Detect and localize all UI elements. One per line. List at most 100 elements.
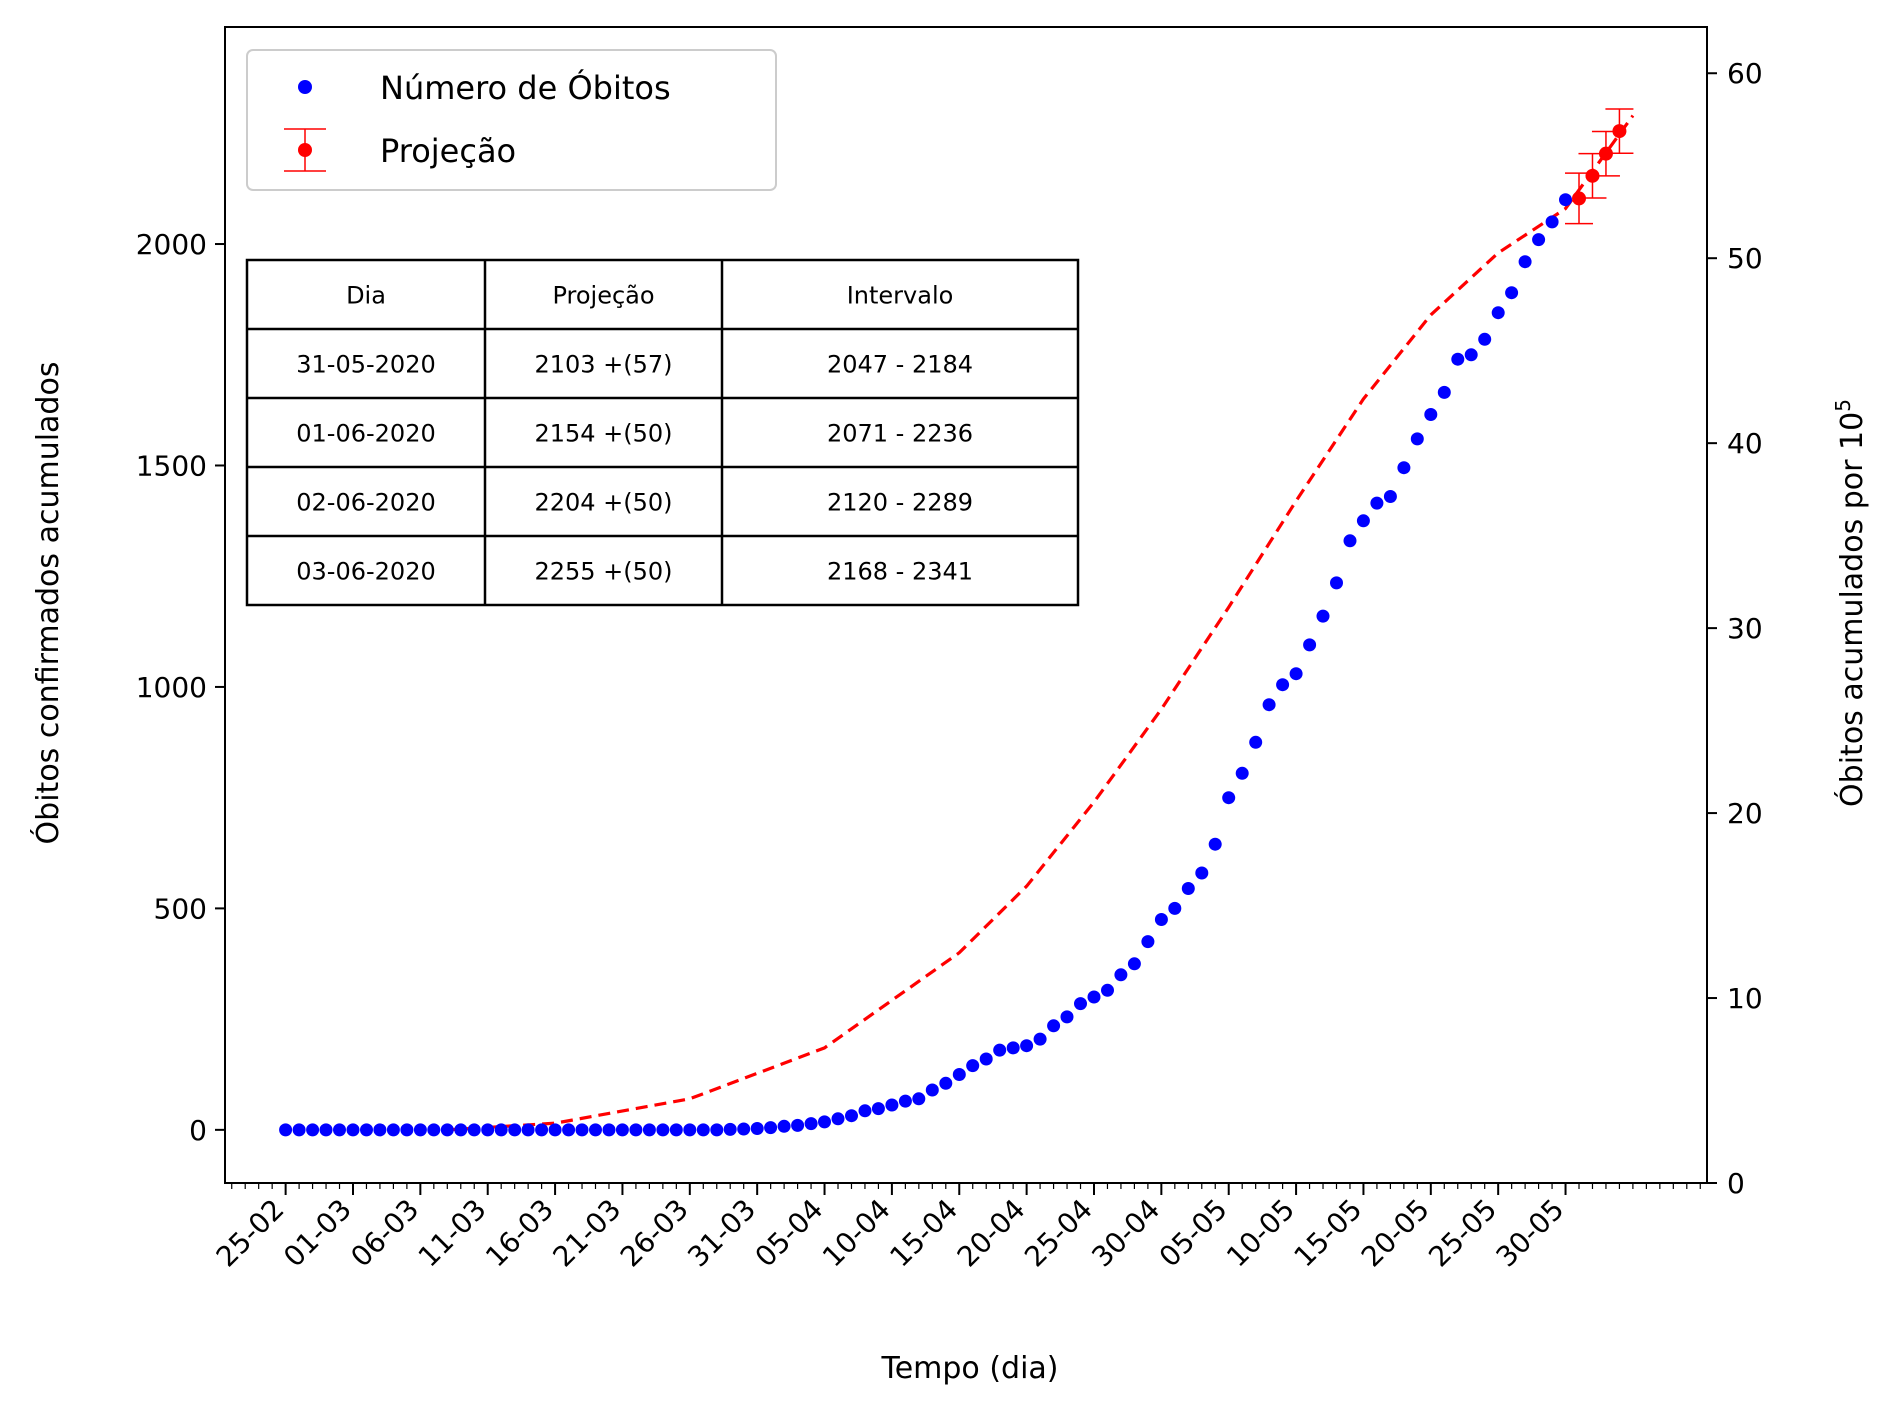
y-tick-label: 2000 [136, 228, 207, 261]
data-point-obitos [1478, 332, 1492, 346]
table-cell: 02-06-2020 [296, 489, 435, 517]
data-point-obitos [737, 1122, 751, 1136]
data-point-obitos [306, 1123, 320, 1137]
table-cell: 2168 - 2341 [827, 558, 973, 586]
data-point-obitos [1127, 957, 1141, 971]
x-axis-label: Tempo (dia) [880, 1351, 1058, 1386]
data-point-obitos [373, 1123, 387, 1137]
data-point-obitos [1464, 348, 1478, 362]
table-header-cell: Projeção [552, 282, 654, 310]
data-point-obitos [683, 1123, 697, 1137]
data-point-obitos [1047, 1019, 1061, 1033]
table-cell: 01-06-2020 [296, 420, 435, 448]
data-point-obitos [1343, 534, 1357, 548]
data-point-obitos [696, 1123, 710, 1137]
data-point-obitos [656, 1123, 670, 1137]
x-tick-label: 16-03 [479, 1193, 560, 1274]
x-tick-label: 21-03 [547, 1193, 628, 1274]
data-point-obitos [858, 1104, 872, 1118]
data-point-obitos [1532, 233, 1546, 247]
data-point-obitos [898, 1094, 912, 1108]
data-point-obitos [952, 1068, 966, 1081]
table-border [245, 258, 1080, 607]
data-point-obitos [386, 1123, 400, 1137]
data-point-obitos [1020, 1039, 1034, 1053]
data-point-obitos [575, 1123, 589, 1137]
table-cell: 2120 - 2289 [827, 489, 973, 517]
data-point-obitos [750, 1122, 764, 1135]
data-point-obitos [467, 1123, 481, 1137]
data-point-obitos [723, 1122, 737, 1136]
data-point-obitos [1276, 678, 1290, 692]
data-point-obitos [1491, 306, 1505, 320]
x-tick-label: 11-03 [412, 1193, 493, 1274]
legend-box [246, 49, 777, 191]
data-point-obitos [1383, 490, 1397, 503]
data-point-obitos [508, 1123, 522, 1137]
data-point-obitos [548, 1123, 562, 1137]
table-cell: 31-05-2020 [296, 351, 435, 379]
data-point-obitos [319, 1123, 333, 1137]
x-tick-label: 15-04 [883, 1193, 964, 1274]
data-point-obitos [589, 1123, 602, 1137]
data-point-obitos [1141, 935, 1155, 949]
data-point-obitos [279, 1123, 293, 1137]
legend: Número de Óbitos Projeção [246, 49, 777, 191]
y-axis-label: Óbitos confirmados acumulados [29, 362, 66, 845]
y-tick-label: 1500 [136, 449, 207, 482]
x-tick-label: 26-03 [614, 1193, 695, 1274]
data-point-obitos [1303, 638, 1317, 652]
data-point-obitos [993, 1043, 1007, 1057]
data-point-obitos [1249, 735, 1263, 749]
table-cell: 2071 - 2236 [827, 420, 973, 448]
x-tick-label: 15-05 [1288, 1193, 1369, 1274]
data-point-obitos [292, 1123, 306, 1137]
data-point-obitos [1181, 882, 1195, 895]
x-tick-label: 30-04 [1085, 1193, 1166, 1274]
data-point-obitos [427, 1123, 441, 1137]
data-point-obitos [1195, 866, 1209, 880]
y-right-tick-label: 60 [1727, 57, 1763, 90]
data-point-obitos [885, 1098, 899, 1112]
data-point-obitos [804, 1117, 818, 1131]
data-point-obitos [966, 1059, 980, 1073]
legend-marker-obitos [298, 80, 312, 94]
table-cell: 2103 +(57) [534, 351, 672, 379]
y-tick-label: 500 [154, 892, 207, 925]
projection-table: Dia Projeção Intervalo 31-05-2020 2103 +(57)… [245, 258, 1080, 607]
table-cell: 2204 +(50) [534, 489, 672, 517]
x-tick-label: 25-05 [1422, 1193, 1503, 1274]
data-point-obitos [1033, 1032, 1047, 1046]
x-tick-label: 20-04 [951, 1193, 1032, 1274]
data-point-obitos [1410, 432, 1424, 446]
data-point-obitos [494, 1123, 508, 1137]
data-point-obitos [1397, 461, 1411, 475]
data-point-obitos [912, 1092, 926, 1106]
data-point-obitos [535, 1123, 549, 1137]
y-tick-label: 0 [189, 1114, 207, 1147]
fit-curve [447, 114, 1635, 1132]
data-point-obitos [1289, 667, 1303, 681]
y-right-tick-label: 50 [1727, 242, 1763, 275]
y-tick-label: 1000 [136, 671, 207, 704]
projection-point [1612, 124, 1627, 139]
legend-label-obitos: Número de Óbitos [380, 68, 671, 107]
data-point-obitos [602, 1123, 616, 1137]
data-point-obitos [1518, 255, 1532, 269]
data-point-obitos [1114, 968, 1128, 982]
data-point-obitos [629, 1123, 643, 1137]
data-point-obitos [1424, 408, 1438, 421]
y-axis-right-label: Óbitos acumulados por 105 [1831, 399, 1870, 807]
data-point-obitos [1505, 286, 1519, 300]
data-point-obitos [925, 1083, 939, 1097]
data-point-obitos [845, 1109, 858, 1123]
y-right-tick-label: 30 [1727, 612, 1763, 645]
data-point-obitos [481, 1123, 495, 1137]
data-point-obitos [1545, 215, 1559, 229]
plot-frame [224, 26, 1708, 1184]
data-point-obitos [1451, 352, 1465, 366]
data-point-obitos [615, 1123, 629, 1137]
data-point-obitos [1074, 997, 1087, 1011]
data-point-obitos [642, 1123, 656, 1137]
x-tick-label: 10-04 [816, 1193, 897, 1274]
